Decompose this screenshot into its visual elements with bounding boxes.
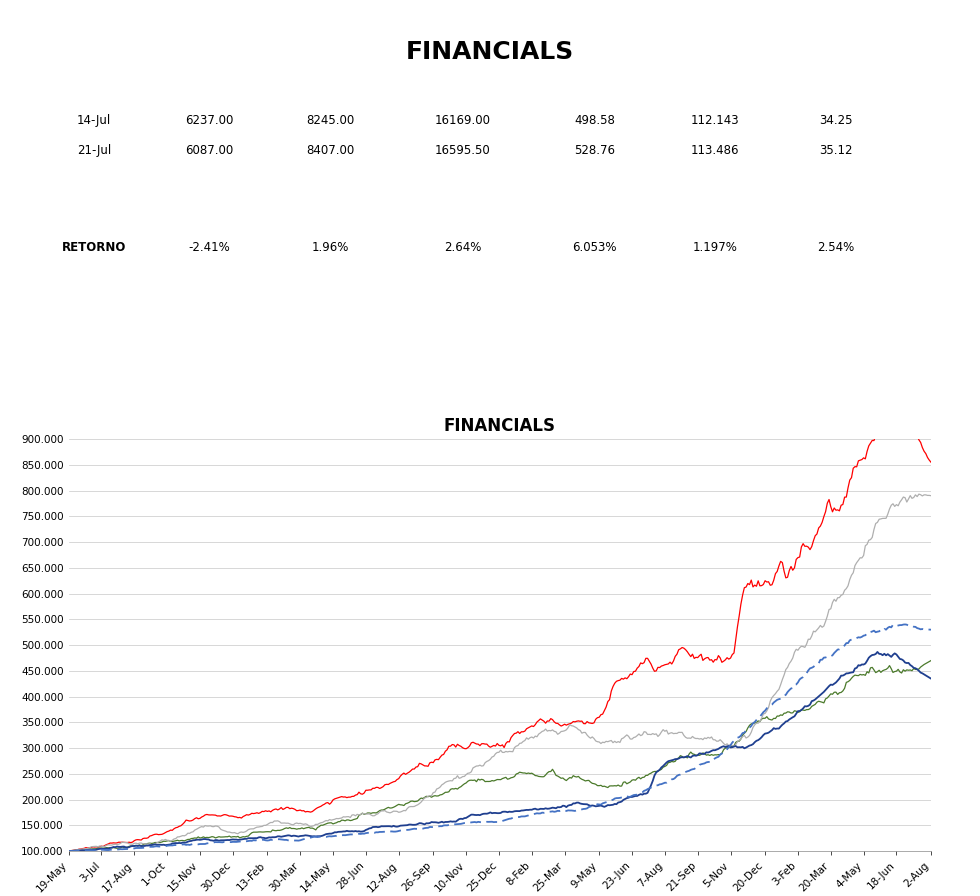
C <box>472 774 484 785</box>
Text: 112.143: 112.143 <box>691 114 740 127</box>
Line: CER: CER <box>69 625 931 851</box>
Line: JPM: JPM <box>69 494 931 851</box>
Text: 528.76: 528.76 <box>574 143 614 157</box>
CER <box>477 817 489 828</box>
Title: FINANCIALS: FINANCIALS <box>444 417 556 435</box>
Text: 6237.00: 6237.00 <box>185 114 234 127</box>
CCL <box>925 673 937 684</box>
AXP <box>576 716 588 727</box>
Text: 498.58: 498.58 <box>574 114 614 127</box>
CCL <box>906 661 918 672</box>
Text: AXP: AXP <box>196 211 223 225</box>
CER <box>576 804 588 814</box>
AXP <box>63 846 74 857</box>
Line: AXP: AXP <box>69 418 931 851</box>
Text: 14-Jul: 14-Jul <box>77 114 112 127</box>
JPM <box>769 688 781 699</box>
Text: JPM: JPM <box>450 211 475 225</box>
CER <box>472 816 484 827</box>
Text: 6.053%: 6.053% <box>572 241 616 254</box>
AXP <box>529 719 541 730</box>
AXP <box>884 413 896 424</box>
Text: XLF: XLF <box>824 211 849 225</box>
CCL <box>576 798 588 809</box>
Text: 8245.00: 8245.00 <box>307 114 355 127</box>
Text: RETORNO: RETORNO <box>62 241 126 254</box>
CER <box>900 619 911 630</box>
CCL <box>63 846 74 857</box>
CER <box>769 695 781 706</box>
Text: C: C <box>326 211 335 225</box>
Text: 34.25: 34.25 <box>819 114 853 127</box>
Text: JPM: JPM <box>450 84 475 98</box>
Text: CCL: CCL <box>582 84 607 98</box>
Text: 21-Jul: 21-Jul <box>77 143 112 157</box>
Line: CCL: CCL <box>69 652 931 851</box>
C <box>477 774 489 785</box>
AXP <box>925 457 937 468</box>
CER <box>906 620 918 631</box>
Text: CCL: CCL <box>582 211 607 225</box>
CCL <box>472 809 484 820</box>
JPM <box>477 761 489 771</box>
Text: CER: CER <box>703 211 728 225</box>
Text: VARIACION %: VARIACION % <box>363 182 452 195</box>
C <box>63 846 74 857</box>
JPM <box>913 488 925 499</box>
CCL <box>529 804 541 814</box>
C <box>925 655 937 666</box>
CCL <box>477 808 489 819</box>
Text: SECTOR
XLF: SECTOR XLF <box>811 177 860 200</box>
Text: -2.41%: -2.41% <box>189 241 230 254</box>
CER <box>925 625 937 635</box>
CER <box>529 808 541 819</box>
JPM <box>905 490 916 501</box>
Text: 8407.00: 8407.00 <box>307 143 355 157</box>
Text: 113.486: 113.486 <box>691 143 740 157</box>
Text: AXP: AXP <box>196 84 223 98</box>
Text: CER: CER <box>703 84 728 98</box>
C <box>769 713 781 724</box>
C <box>576 774 588 785</box>
Text: 1.96%: 1.96% <box>312 241 349 254</box>
AXP <box>769 568 781 579</box>
Text: 2.54%: 2.54% <box>817 241 855 254</box>
JPM <box>529 731 541 742</box>
Text: 1.197%: 1.197% <box>693 241 738 254</box>
JPM <box>925 490 937 501</box>
CER <box>63 846 74 857</box>
AXP <box>906 421 918 432</box>
Text: FECHA: FECHA <box>73 84 116 98</box>
Text: 16595.50: 16595.50 <box>434 143 490 157</box>
AXP <box>472 738 484 749</box>
CCL <box>871 647 883 658</box>
Text: 6087.00: 6087.00 <box>185 143 233 157</box>
Text: 2.64%: 2.64% <box>444 241 481 254</box>
JPM <box>63 846 74 857</box>
JPM <box>576 728 588 738</box>
Text: 35.12: 35.12 <box>819 143 853 157</box>
CCL <box>769 723 781 734</box>
Text: 16169.00: 16169.00 <box>434 114 490 127</box>
C <box>529 771 541 781</box>
Text: XLF: XLF <box>824 84 849 98</box>
Text: C: C <box>326 84 335 98</box>
Line: C: C <box>69 660 931 851</box>
JPM <box>472 761 484 771</box>
C <box>905 665 916 676</box>
Text: FINANCIALS: FINANCIALS <box>406 40 574 65</box>
AXP <box>477 738 489 749</box>
